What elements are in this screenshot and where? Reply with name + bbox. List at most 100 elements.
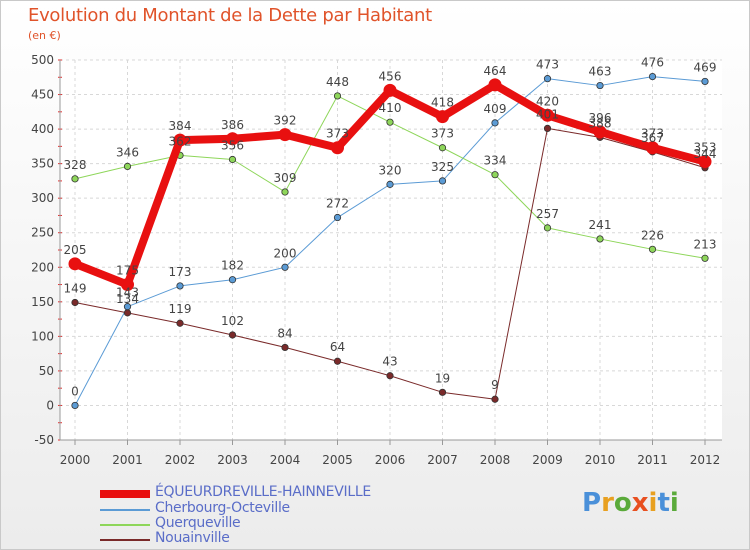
x-tick-label: 2009: [532, 453, 563, 467]
data-point: [386, 372, 394, 380]
legend-swatch: [100, 490, 150, 498]
data-label: 373: [431, 127, 454, 141]
logo-letter: P: [582, 488, 602, 518]
data-label: 346: [116, 145, 139, 159]
y-tick-label: -50: [34, 433, 54, 447]
data-label: 143: [116, 286, 139, 300]
x-tick-label: 2000: [60, 453, 91, 467]
data-label: 119: [169, 302, 192, 316]
data-point: [121, 278, 134, 292]
data-label: 362: [169, 134, 192, 148]
logo-letter: o: [613, 488, 632, 518]
data-label: 134: [116, 292, 139, 306]
logo-letter: r: [601, 488, 614, 518]
data-point: [648, 72, 657, 81]
data-label: 320: [379, 163, 402, 177]
data-label: 200: [274, 246, 297, 260]
legend-swatch: [100, 524, 150, 526]
logo-letter: t: [657, 488, 670, 518]
data-point: [648, 245, 657, 253]
data-point: [386, 118, 394, 126]
data-point: [176, 319, 184, 327]
data-point: [228, 331, 237, 339]
x-tick-label: 2007: [427, 453, 458, 467]
data-label: 344: [694, 147, 717, 161]
data-point: [438, 177, 447, 185]
data-label: 64: [330, 340, 345, 354]
data-point: [646, 141, 659, 155]
data-label: 410: [379, 101, 402, 115]
data-point: [281, 343, 289, 352]
legend-item: Cherbourg-Octeville: [100, 500, 420, 518]
chart-title: Evolution du Montant de la Dette par Hab…: [28, 5, 432, 26]
data-label: 9: [491, 378, 499, 392]
data-label: 396: [589, 111, 612, 125]
data-label: 309: [274, 171, 297, 185]
data-point: [281, 188, 289, 196]
data-point: [278, 128, 292, 142]
data-label: 384: [169, 119, 192, 133]
data-point: [333, 92, 342, 100]
data-label: 356: [221, 138, 244, 152]
data-label: 418: [431, 96, 454, 110]
x-tick-label: 2004: [270, 453, 301, 467]
y-tick-label: 400: [31, 122, 54, 136]
data-label: 0: [71, 384, 79, 398]
x-tick-label: 2011: [637, 453, 668, 467]
x-tick-label: 2010: [585, 453, 616, 467]
x-tick-label: 2003: [217, 453, 248, 467]
y-tick-label: 50: [39, 364, 54, 378]
data-point: [436, 110, 449, 124]
logo-letter: i: [669, 488, 679, 518]
data-point: [541, 108, 554, 122]
data-point: [333, 213, 342, 222]
data-label: 456: [379, 69, 402, 83]
data-point: [71, 298, 79, 307]
data-label: 173: [169, 265, 192, 279]
proxiti-logo: Proxiti: [582, 488, 679, 518]
x-tick-label: 2005: [322, 453, 353, 467]
legend-item: Nouainville: [100, 530, 420, 548]
data-point: [701, 77, 709, 86]
data-label: 373: [641, 127, 664, 141]
x-tick-label: 2002: [165, 453, 196, 467]
plot-area: [60, 60, 722, 440]
data-label: 102: [221, 314, 244, 328]
x-tick-label: 2012: [690, 453, 721, 467]
data-label: 476: [641, 56, 664, 70]
data-label: 182: [221, 259, 244, 273]
data-label: 401: [536, 107, 559, 121]
x-tick-label: 2006: [375, 453, 406, 467]
data-point: [383, 83, 397, 97]
legend-label: Cherbourg-Octeville: [155, 500, 290, 516]
legend-label: Nouainville: [155, 530, 230, 546]
data-label: 43: [382, 355, 397, 369]
data-point: [596, 235, 604, 243]
data-point: [173, 133, 187, 147]
data-point: [331, 141, 344, 155]
data-label: 353: [694, 141, 717, 155]
data-label: 473: [536, 58, 559, 72]
data-label: 213: [694, 237, 717, 251]
data-point: [228, 276, 237, 284]
legend-item: ÉQUEURDREVILLE-HAINNEVILLE: [100, 484, 420, 502]
data-label: 334: [484, 154, 507, 168]
y-tick-label: 500: [31, 53, 54, 67]
data-label: 84: [277, 326, 292, 340]
data-point: [71, 175, 79, 183]
data-point: [543, 124, 552, 132]
data-label: 373: [326, 127, 349, 141]
data-point: [226, 132, 239, 146]
data-point: [593, 125, 607, 139]
legend-swatch: [100, 539, 150, 541]
data-label: 19: [435, 371, 450, 385]
data-label: 226: [641, 228, 664, 242]
x-tick-label: 2001: [112, 453, 143, 467]
data-label: 420: [536, 94, 559, 108]
data-point: [698, 155, 712, 169]
data-point: [228, 155, 237, 164]
logo-letter: i: [648, 488, 658, 518]
y-tick-label: 0: [46, 398, 54, 412]
data-point: [491, 171, 499, 179]
